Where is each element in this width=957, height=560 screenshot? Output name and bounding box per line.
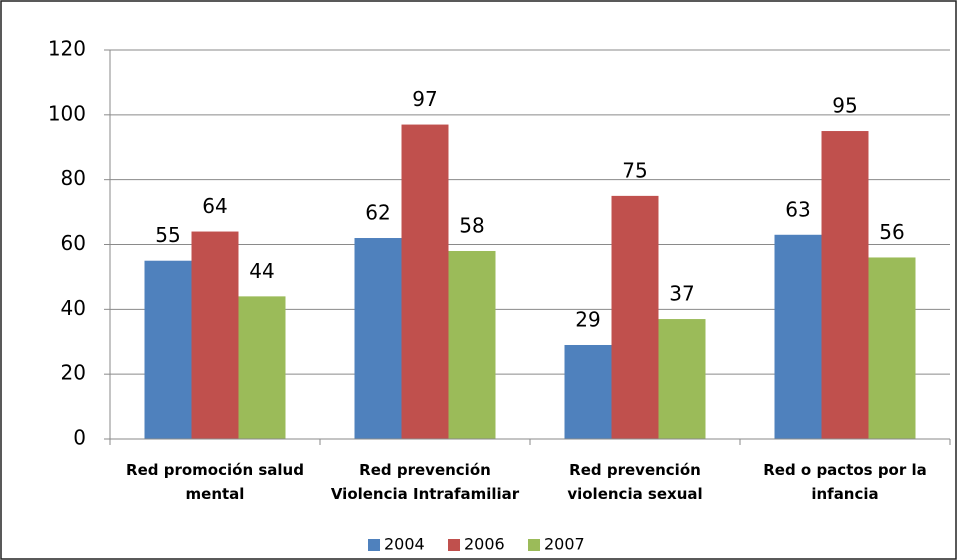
data-label: 37	[669, 282, 694, 306]
data-label: 97	[412, 87, 437, 111]
bar	[821, 131, 869, 439]
bar	[611, 195, 659, 439]
legend-swatch	[528, 539, 540, 551]
data-label: 58	[459, 213, 484, 237]
data-label: 29	[575, 307, 600, 331]
data-label: 56	[879, 220, 904, 244]
bar	[774, 234, 822, 439]
bar	[238, 296, 286, 439]
bar	[401, 124, 449, 439]
data-label: 62	[365, 201, 390, 225]
legend-label: 2006	[464, 535, 505, 554]
x-tick-label: Red promoción salud mental	[126, 461, 304, 503]
data-label: 55	[155, 223, 180, 247]
data-label: 44	[249, 259, 274, 283]
y-tick-label: 120	[48, 37, 86, 61]
legend-label: 2007	[544, 535, 585, 554]
bar	[448, 250, 496, 439]
data-label: 95	[832, 94, 857, 118]
legend-label: 2004	[384, 535, 425, 554]
legend-swatch	[448, 539, 460, 551]
data-label: 63	[785, 197, 810, 221]
data-label: 64	[202, 194, 227, 218]
y-tick-label: 100	[48, 101, 86, 125]
y-tick-label: 80	[61, 166, 86, 190]
bar	[658, 319, 706, 439]
bar	[868, 257, 916, 439]
y-tick-label: 60	[61, 231, 86, 255]
bar	[144, 260, 192, 439]
y-tick-label: 20	[61, 361, 86, 385]
y-tick-label: 0	[73, 426, 86, 450]
x-tick-label: Red o pactos por la infancia	[763, 461, 927, 503]
y-tick-label: 40	[61, 296, 86, 320]
x-tick-label: Red prevención Violencia Intrafamiliar	[330, 461, 520, 503]
bar	[354, 238, 402, 439]
legend-swatch	[368, 539, 380, 551]
data-label: 75	[622, 158, 647, 182]
bar	[564, 344, 612, 439]
bar	[191, 231, 239, 439]
x-tick-label: Red prevención violencia sexual	[567, 461, 703, 503]
